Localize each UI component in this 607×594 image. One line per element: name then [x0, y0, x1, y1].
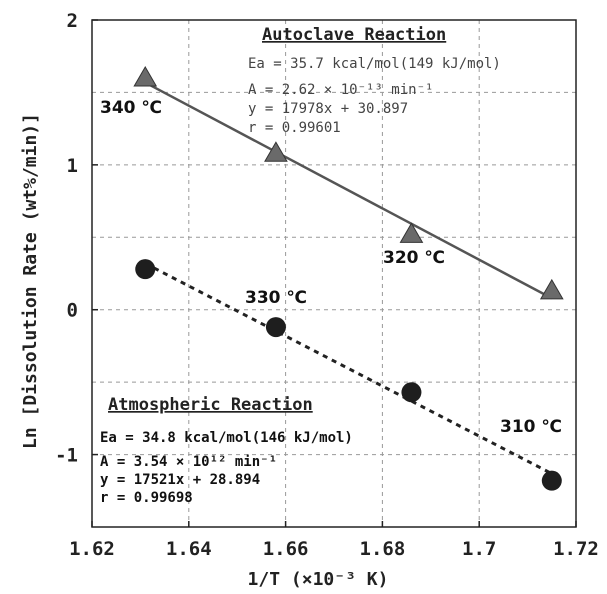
x-tick-label: 1.62: [69, 538, 115, 560]
autoclave-annotation-line-3: y = 17978x + 30.897: [248, 101, 408, 117]
autoclave-annotation-title: Autoclave Reaction: [262, 25, 446, 45]
temperature-label: 320 ℃: [383, 248, 445, 268]
atmospheric-annotation-line-1: Ea = 34.8 kcal/mol(146 kJ/mol): [100, 430, 353, 446]
y-tick-label: 1: [67, 155, 78, 177]
fit-line-autoclave: [144, 81, 553, 300]
autoclave-annotation-line-1: Ea = 35.7 kcal/mol(149 kJ/mol): [248, 56, 501, 72]
x-tick-label: 1.66: [263, 538, 309, 560]
y-tick-label: -1: [55, 445, 78, 467]
atmospheric-point: [541, 470, 562, 491]
autoclave-point: [133, 65, 158, 87]
grid: [92, 20, 576, 527]
autoclave-point: [399, 222, 424, 243]
point-labels: 340 ℃ 330 ℃ 320 ℃ 310 ℃: [100, 98, 562, 437]
temperature-label: 330 ℃: [245, 288, 307, 308]
x-axis-label: 1/T (×10⁻³ K): [248, 569, 389, 590]
fit-line-atmospheric: [144, 262, 553, 475]
atmospheric-annotation-line-2: A = 3.54 × 10¹² min⁻¹: [100, 454, 277, 470]
autoclave-point: [539, 278, 564, 300]
x-tick-label: 1.7: [462, 538, 496, 560]
autoclave-annotation-line-4: r = 0.99601: [248, 120, 341, 136]
temperature-label: 340 ℃: [100, 98, 162, 118]
y-axis-label: Ln [Dissolution Rate (wt%/min)]: [20, 113, 41, 449]
atmospheric-point: [135, 259, 156, 280]
x-tick-label: 1.64: [166, 538, 212, 560]
autoclave-point: [264, 141, 288, 162]
y-tick-label: 0: [67, 300, 78, 322]
autoclave-annotation: Autoclave Reaction Ea = 35.7 kcal/mol(14…: [248, 25, 501, 136]
atmospheric-annotation-title: Atmospheric Reaction: [108, 395, 313, 415]
atmospheric-annotation: Atmospheric Reaction Ea = 34.8 kcal/mol(…: [100, 395, 353, 506]
series-layer: [133, 65, 564, 491]
atmospheric-point: [265, 317, 286, 338]
autoclave-annotation-line-2: A = 2.62 × 10⁻¹³ min⁻¹: [248, 82, 433, 98]
plot-frame: [91, 19, 577, 528]
x-tick-label: 1.72: [553, 538, 599, 560]
atmospheric-annotation-line-4: r = 0.99698: [100, 490, 193, 506]
atmospheric-point: [401, 382, 422, 403]
temperature-label: 310 ℃: [500, 417, 562, 437]
x-tick-label: 1.68: [360, 538, 406, 560]
y-axis-ticks: 2 1 0 -1: [55, 10, 98, 467]
x-axis-ticks: 1.62 1.64 1.66 1.68 1.7 1.72: [69, 521, 599, 560]
atmospheric-annotation-line-3: y = 17521x + 28.894: [100, 472, 260, 488]
y-tick-label: 2: [67, 10, 78, 32]
